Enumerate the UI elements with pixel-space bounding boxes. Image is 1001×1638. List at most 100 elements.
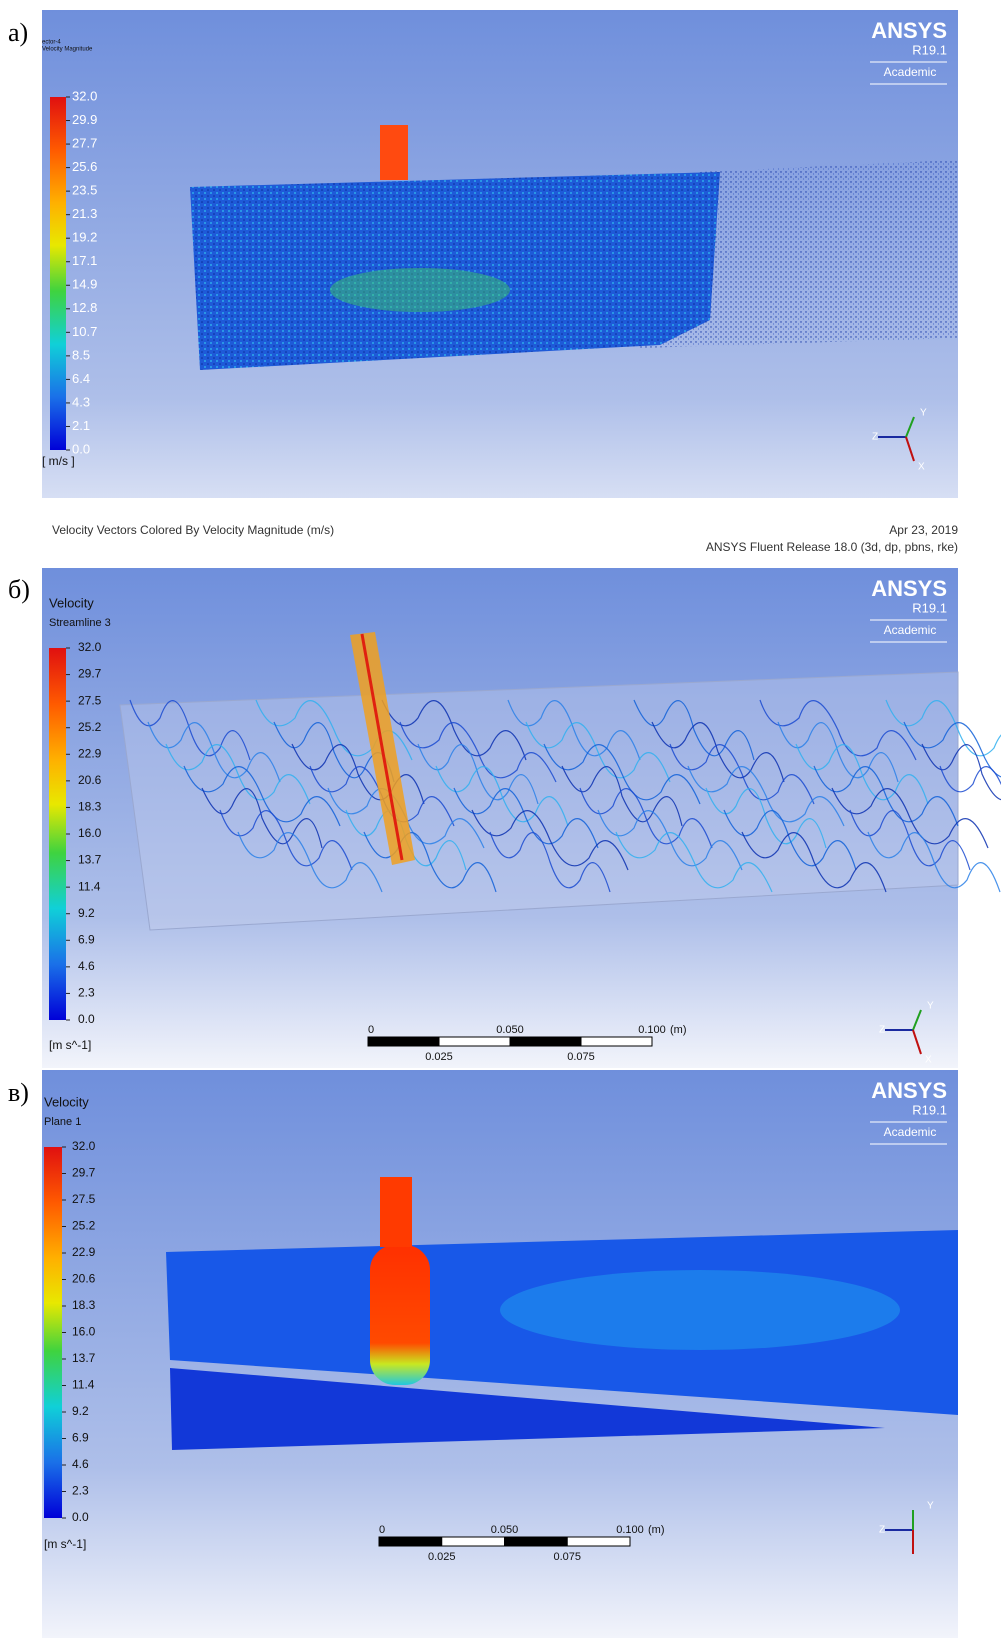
- scale-label: 0.100: [638, 1024, 666, 1036]
- scale-label: 0.050: [491, 1524, 519, 1536]
- colorbar: [44, 1147, 62, 1518]
- colorbar-tick-label: 13.7: [72, 1351, 96, 1365]
- colorbar-tick-label: 21.3: [72, 206, 97, 221]
- colorbar-tick-label: 6.4: [72, 371, 90, 386]
- triad-label: Z: [879, 1025, 885, 1036]
- colorbar-tick-label: 27.7: [72, 136, 97, 151]
- colorbar-tick-label: 27.5: [78, 693, 102, 707]
- figure: Velocity Vectors Colored By Velocity Mag…: [0, 0, 1001, 1638]
- colorbar-tick-label: 11.4: [78, 879, 101, 893]
- colorbar-tick-label: 27.5: [72, 1192, 96, 1206]
- triad-label: Y: [927, 1501, 934, 1512]
- colorbar-tick-label: 6.9: [72, 1431, 89, 1445]
- legend-unit: [m s^-1]: [49, 1038, 91, 1052]
- colorbar-tick-label: 2.3: [72, 1484, 89, 1498]
- colorbar-tick-label: 0.0: [72, 1510, 89, 1524]
- panel-label: а): [8, 18, 28, 47]
- footer-date: Apr 23, 2019: [889, 523, 958, 537]
- logo-edition: Academic: [884, 65, 937, 79]
- colorbar-tick-label: 4.3: [72, 394, 90, 409]
- colorbar-tick-label: 8.5: [72, 347, 90, 362]
- logo-version: R19.1: [912, 600, 947, 615]
- triad-label: Y: [920, 408, 927, 419]
- colorbar-tick-label: 18.3: [72, 1298, 96, 1312]
- legend-title: Velocity: [49, 595, 94, 610]
- scale-label: 0: [368, 1024, 374, 1036]
- colorbar-tick-label: 19.2: [72, 230, 97, 245]
- colorbar-tick-label: 25.6: [72, 159, 97, 174]
- scale-unit: (m): [670, 1024, 687, 1036]
- logo-version: R19.1: [912, 1102, 947, 1117]
- legend-subtitle: Velocity Magnitude: [42, 47, 93, 53]
- plume: [370, 1245, 430, 1385]
- colorbar-tick-label: 16.0: [78, 826, 102, 840]
- scale-segment: [510, 1037, 581, 1046]
- scale-label: 0.075: [553, 1551, 581, 1563]
- scale-segment: [442, 1537, 505, 1546]
- footer-caption: Velocity Vectors Colored By Velocity Mag…: [52, 523, 334, 537]
- logo-edition: Academic: [884, 623, 937, 637]
- colorbar-tick-label: 13.7: [78, 853, 102, 867]
- scale-segment: [379, 1537, 442, 1546]
- scale-segment: [505, 1537, 568, 1546]
- colorbar-tick-label: 23.5: [72, 183, 97, 198]
- legend-title: Velocity: [44, 1094, 89, 1109]
- colorbar-tick-label: 0.0: [72, 441, 90, 456]
- colorbar-tick-label: 2.1: [72, 418, 90, 433]
- logo-edition: Academic: [884, 1125, 937, 1139]
- colorbar: [49, 648, 66, 1020]
- logo-brand: ANSYS: [871, 576, 947, 601]
- light-zone: [500, 1270, 900, 1350]
- colorbar-tick-label: 20.6: [72, 1272, 96, 1286]
- logo-brand: ANSYS: [871, 1078, 947, 1103]
- colorbar-tick-label: 25.2: [72, 1219, 96, 1233]
- colorbar-tick-label: 12.8: [72, 300, 97, 315]
- scale-segment: [368, 1037, 439, 1046]
- colorbar-tick-label: 11.4: [72, 1378, 95, 1392]
- logo-version: R19.1: [912, 42, 947, 57]
- legend-title: ector-4: [42, 40, 61, 46]
- colorbar-tick-label: 22.9: [72, 1245, 96, 1259]
- colorbar-tick-label: 17.1: [72, 253, 97, 268]
- scale-label: 0.025: [428, 1551, 456, 1563]
- colorbar-tick-label: 29.9: [72, 112, 97, 127]
- colorbar-tick-label: 4.6: [72, 1457, 89, 1471]
- panel-label: в): [8, 1078, 29, 1107]
- colorbar-tick-label: 14.9: [72, 277, 97, 292]
- page: Velocity Vectors Colored By Velocity Mag…: [0, 0, 1001, 1638]
- pipe-outline: [120, 672, 958, 930]
- logo-brand: ANSYS: [871, 18, 947, 43]
- scale-segment: [567, 1537, 630, 1546]
- fast-zone: [330, 268, 510, 312]
- colorbar: [50, 97, 66, 450]
- nozzle-vectors: [380, 125, 408, 180]
- legend-unit: [m s^-1]: [44, 1537, 86, 1551]
- scale-label: 0.025: [425, 1051, 453, 1063]
- triad-label: Z: [879, 1525, 885, 1536]
- legend-subtitle: Plane 1: [44, 1116, 81, 1128]
- colorbar-tick-label: 29.7: [72, 1166, 96, 1180]
- legend-unit: [ m/s ]: [42, 454, 75, 468]
- scale-label: 0.050: [496, 1024, 524, 1036]
- scale-segment: [581, 1037, 652, 1046]
- scale-label: 0.100: [616, 1524, 644, 1536]
- colorbar-tick-label: 32.0: [78, 640, 102, 654]
- colorbar-tick-label: 20.6: [78, 773, 102, 787]
- scale-unit: (m): [648, 1524, 665, 1536]
- scale-label: 0.075: [567, 1051, 595, 1063]
- legend-subtitle: Streamline 3: [49, 617, 111, 629]
- colorbar-tick-label: 9.2: [72, 1404, 89, 1418]
- panel-label: б): [8, 575, 30, 604]
- colorbar-tick-label: 25.2: [78, 720, 102, 734]
- triad-label: X: [925, 1055, 932, 1066]
- triad-label: Y: [927, 1001, 934, 1012]
- nozzle: [380, 1177, 412, 1247]
- colorbar-tick-label: 6.9: [78, 932, 95, 946]
- colorbar-tick-label: 32.0: [72, 1139, 96, 1153]
- colorbar-tick-label: 2.3: [78, 986, 95, 1000]
- colorbar-tick-label: 18.3: [78, 800, 102, 814]
- colorbar-tick-label: 32.0: [72, 88, 97, 103]
- colorbar-tick-label: 9.2: [78, 906, 95, 920]
- triad-label: X: [918, 462, 925, 473]
- footer-release: ANSYS Fluent Release 18.0 (3d, dp, pbns,…: [706, 540, 958, 554]
